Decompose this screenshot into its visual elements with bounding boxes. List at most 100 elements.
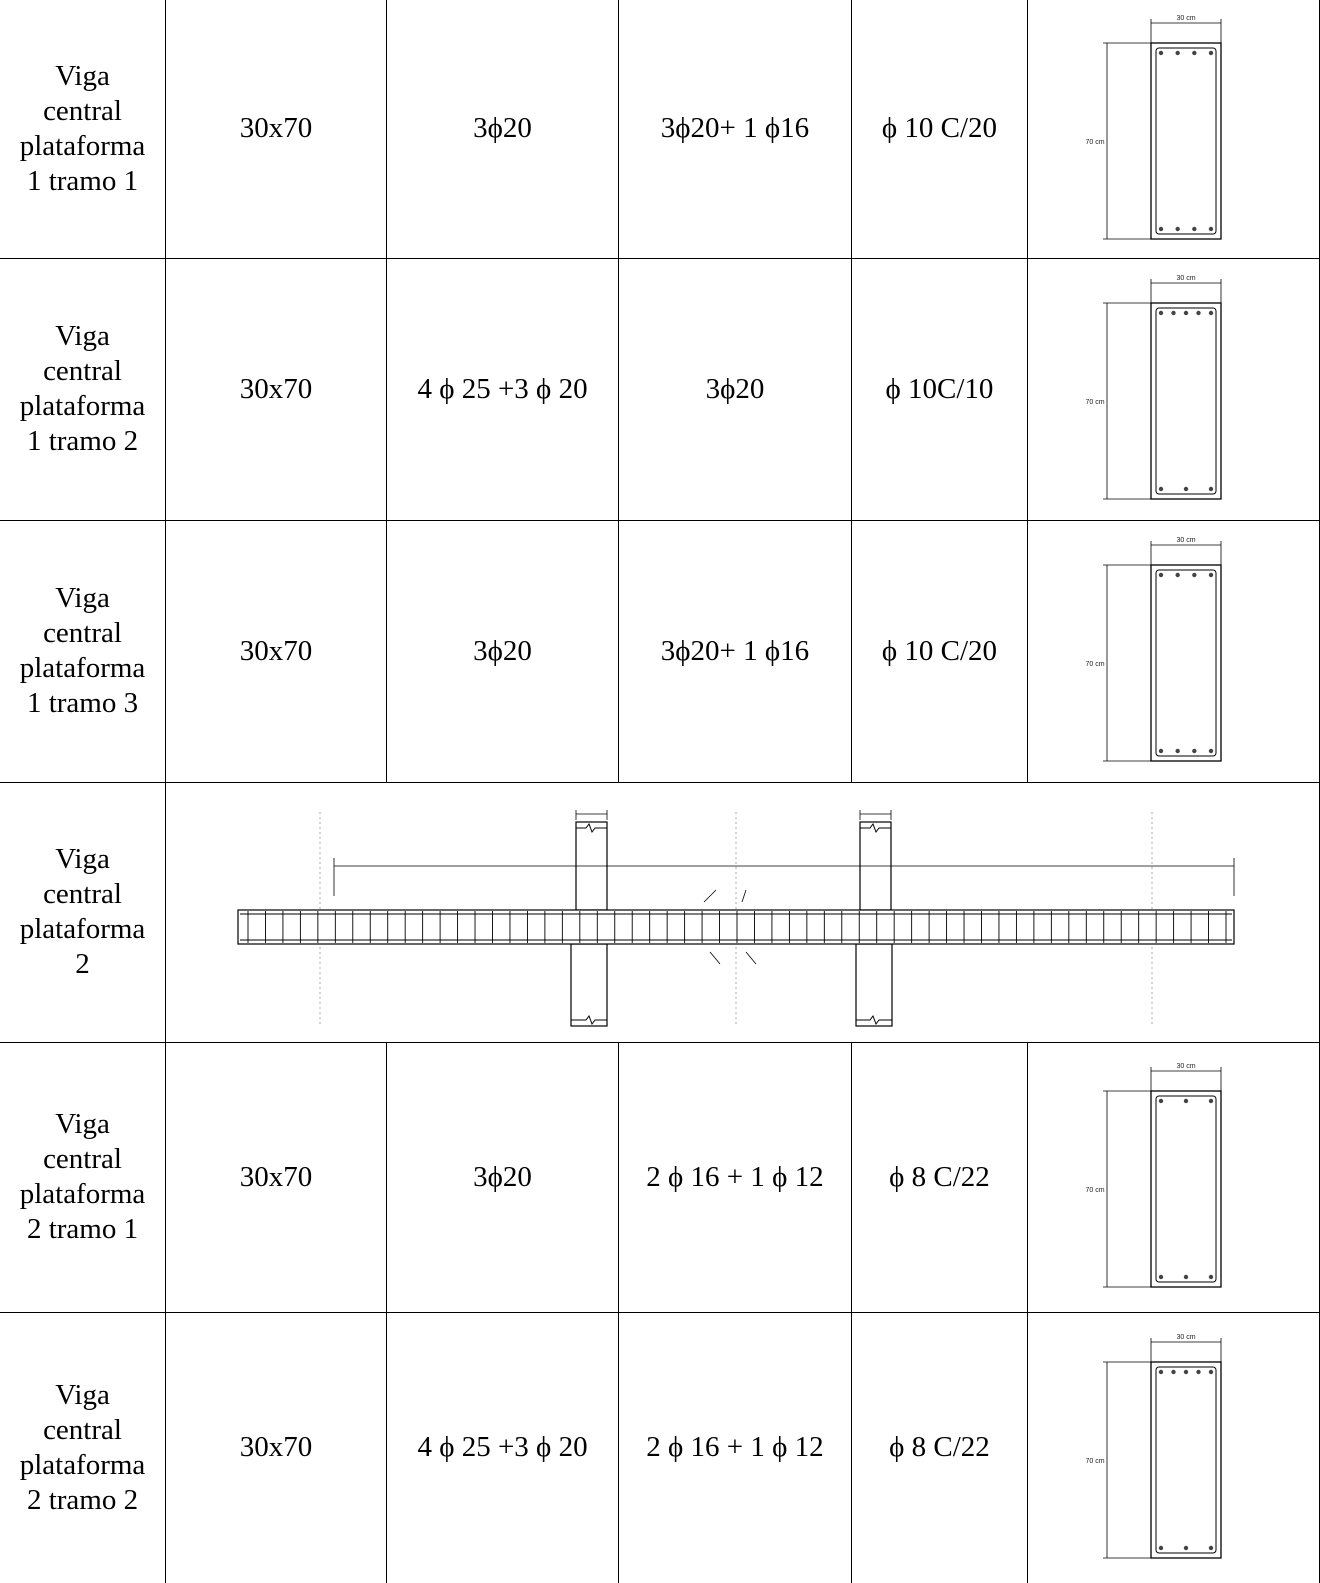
bottom-reinforcement-cell: 2 ϕ 16 + 1 ϕ 12 [618,1311,852,1583]
cross-section-drawing-cell: 30 cm 70 cm [1026,0,1320,259]
break-line [855,1014,892,1026]
beam-name-line: 2 [75,948,90,980]
stirrups-cell: ϕ 8 C/22 [850,1041,1028,1313]
table-row: Viga central plataforma 1 tramo 1 30x70 … [0,0,1320,259]
callout-leader [703,889,716,903]
top-rebar [1192,50,1198,55]
bottom-rebar [1209,486,1214,492]
bottom-reinforcement-cell: 3ϕ20+ 1 ϕ16 [618,0,852,259]
beam-name-cell: Viga central plataforma 2 [0,781,167,1043]
table-row: Viga central plataforma 1 tramo 3 30x70 … [0,519,1320,783]
bottom-rebar [1159,1545,1164,1550]
top-rebar [1175,572,1181,578]
beam-outline [236,909,1235,945]
width-dimension-label: 30 cm [1177,1063,1196,1070]
section-cell: 30x70 [165,1041,388,1313]
beam-name-line: plataforma [19,390,146,422]
beam-name-cell: Viga central plataforma 2 tramo 2 [0,1311,167,1583]
top-reinforcement-cell: 3ϕ20 [386,519,619,783]
bottom-rebar [1192,226,1198,231]
cross-section-drawing: 30 cm 70 cm [1086,15,1223,240]
beam-name-line: Viga [55,1108,110,1140]
section-cell: 30x70 [165,1311,388,1583]
top-reinforcement-cell: 4 ϕ 25 +3 ϕ 20 [386,257,619,521]
bottom-rebar [1159,748,1164,754]
beam-name-line: central [43,94,122,127]
stirrups-cell: ϕ 10 C/20 [850,519,1028,783]
concrete-section-outline [1150,564,1223,762]
beam-name-line: 2 tramo 2 [26,1483,139,1516]
height-dimension-label: 70 cm [1086,1187,1105,1194]
top-rebar [1159,1098,1164,1104]
top-reinforcement-cell: 4 ϕ 25 +3 ϕ 20 [386,1311,619,1583]
top-rebar [1209,50,1214,55]
top-rebar [1159,572,1164,578]
beam-name-line: central [43,1413,122,1446]
top-rebar [1184,1098,1189,1104]
section-cell: 30x70 [165,257,388,521]
beam-name-line: central [43,1143,122,1175]
beam-name-cell: Viga central plataforma 1 tramo 1 [0,0,167,259]
bottom-rebar [1209,226,1214,231]
beam-name-line: central [43,355,122,387]
beam-elevation-drawing-cell [165,781,1320,1043]
beam-name-line: plataforma [19,652,146,684]
beam-name-line: 2 tramo 1 [26,1213,139,1245]
stirrups-cell: ϕ 10 C/20 [850,0,1028,259]
top-rebar [1209,310,1214,316]
beam-name-line: Viga [55,1378,110,1411]
height-dimension-label: 70 cm [1086,399,1105,406]
top-rebar [1184,310,1189,316]
bottom-rebar [1175,748,1181,754]
stirrup [1155,1095,1217,1283]
height-dimension-label: 70 cm [1086,661,1105,668]
table-row: Viga central plataforma 2 tramo 2 30x70 … [0,1311,1320,1583]
top-rebar [1209,1369,1214,1374]
top-rebar [1196,1369,1202,1374]
cross-section-drawing: 30 cm 70 cm [1086,1334,1223,1559]
stirrups-cell: ϕ 8 C/22 [850,1311,1028,1583]
width-dimension-label: 30 cm [1177,275,1196,282]
width-dimension-label: 30 cm [1177,15,1196,22]
column-bottom [854,943,893,1027]
top-rebar [1159,310,1164,316]
beam-name-line: 1 tramo 1 [26,164,139,197]
section-cell: 30x70 [165,0,388,259]
break-line [575,822,607,834]
table-row: Viga central plataforma 2 tramo 1 30x70 … [0,1041,1320,1313]
stirrups-cell: ϕ 10C/10 [850,257,1028,521]
beam-name-line: plataforma [19,1178,146,1210]
top-reinforcement-cell: 3ϕ20 [386,1041,619,1313]
height-dimension-label: 70 cm [1086,1458,1105,1465]
break-line [570,1014,607,1026]
cross-section-drawing: 30 cm 70 cm [1086,1063,1223,1288]
stirrup [1155,1366,1217,1554]
beam-name-cell: Viga central plataforma 2 tramo 1 [0,1041,167,1313]
height-dimension-label: 70 cm [1086,139,1105,146]
beam-name-line: Viga [55,843,110,875]
top-rebar [1175,50,1181,55]
cross-section-drawing: 30 cm 70 cm [1086,537,1223,762]
beam-name-line: central [43,878,122,910]
top-rebar [1209,1098,1214,1104]
top-rebar [1196,310,1202,316]
beam-name-line: plataforma [19,913,146,945]
bottom-rebar [1175,226,1181,231]
break-line [859,822,891,834]
concrete-section-outline [1150,302,1223,500]
stirrup-group [247,911,1226,943]
stirrup [1155,307,1217,495]
beam-name-line: 1 tramo 2 [26,425,139,457]
width-dimension-label: 30 cm [1177,1334,1196,1341]
beam-elevation-drawing [236,810,1235,1027]
bottom-reinforcement-cell: 2 ϕ 16 + 1 ϕ 12 [618,1041,852,1313]
beam-name-line: Viga [55,59,110,92]
table-row: Viga central plataforma 1 tramo 2 30x70 … [0,257,1320,521]
bottom-rebar [1184,486,1189,492]
cross-section-drawing: 30 cm 70 cm [1086,275,1223,500]
cross-section-drawing-cell: 30 cm 70 cm [1026,257,1320,521]
bottom-reinforcement-cell: 3ϕ20+ 1 ϕ16 [618,519,852,783]
table-row: Viga central plataforma 2 [0,781,1320,1043]
concrete-section-outline [1150,1090,1223,1288]
